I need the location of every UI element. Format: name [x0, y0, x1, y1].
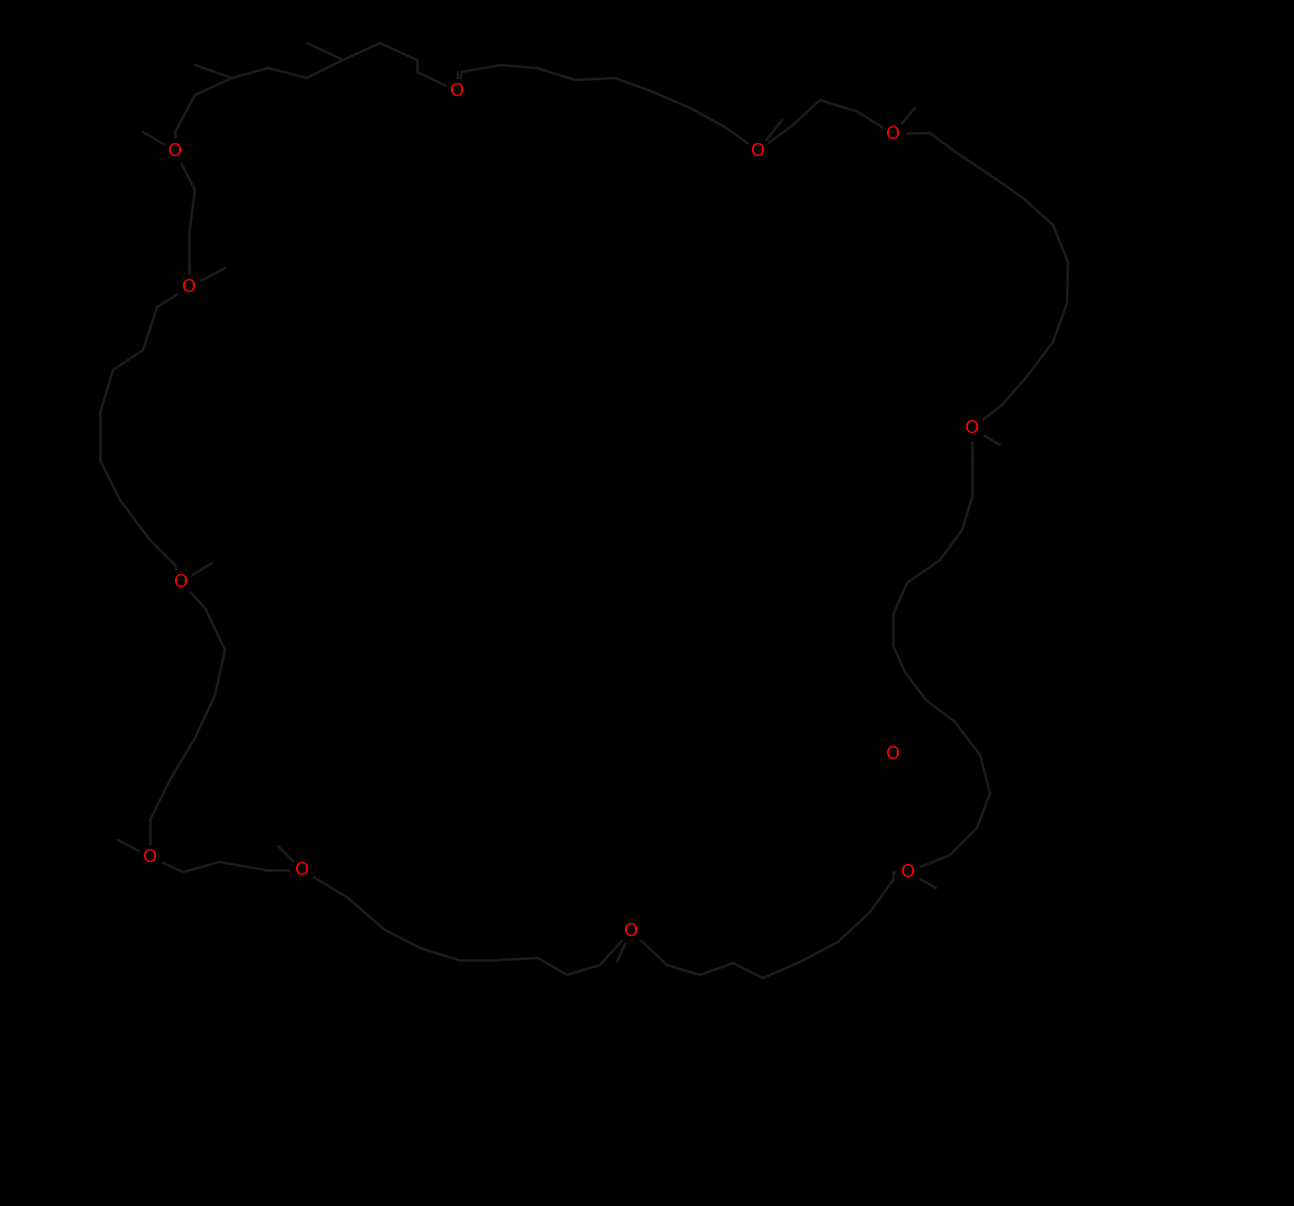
Text: O: O [173, 573, 188, 591]
Text: O: O [886, 125, 901, 144]
Text: O: O [886, 745, 901, 763]
Text: O: O [142, 848, 157, 866]
Text: O: O [168, 142, 182, 160]
Text: O: O [624, 923, 638, 939]
Text: O: O [901, 863, 915, 882]
Text: O: O [182, 279, 197, 295]
Text: O: O [295, 861, 309, 879]
Text: O: O [965, 418, 980, 437]
Text: O: O [751, 142, 765, 160]
Text: O: O [450, 82, 465, 100]
